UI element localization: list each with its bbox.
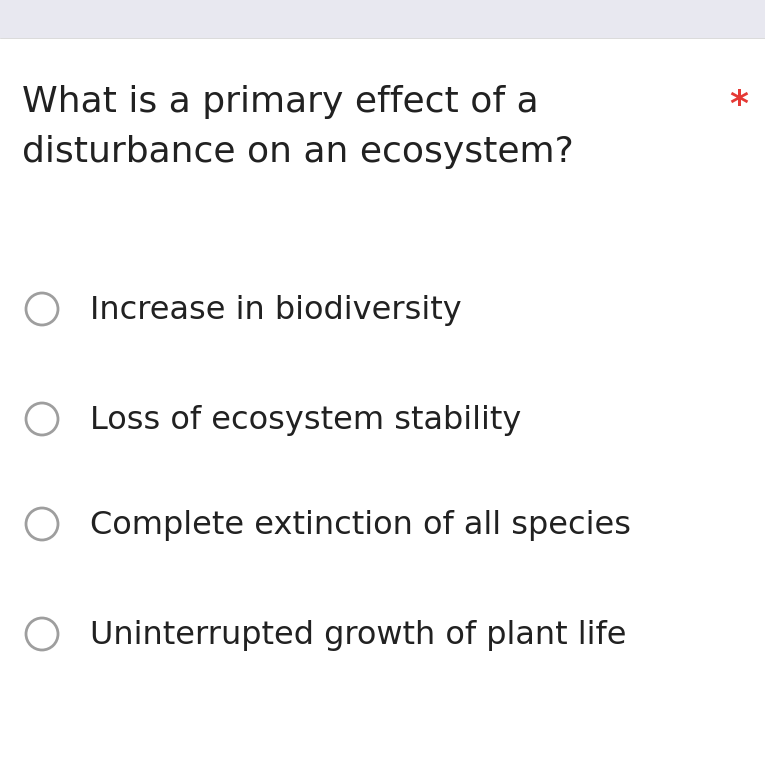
Text: Increase in biodiversity: Increase in biodiversity	[90, 295, 462, 326]
Text: disturbance on an ecosystem?: disturbance on an ecosystem?	[22, 135, 574, 169]
Text: Uninterrupted growth of plant life: Uninterrupted growth of plant life	[90, 620, 627, 651]
Text: Loss of ecosystem stability: Loss of ecosystem stability	[90, 405, 522, 436]
Bar	[0, 0, 765, 38]
Text: Complete extinction of all species: Complete extinction of all species	[90, 510, 631, 541]
Text: What is a primary effect of a: What is a primary effect of a	[22, 85, 539, 119]
Text: *: *	[729, 88, 748, 122]
